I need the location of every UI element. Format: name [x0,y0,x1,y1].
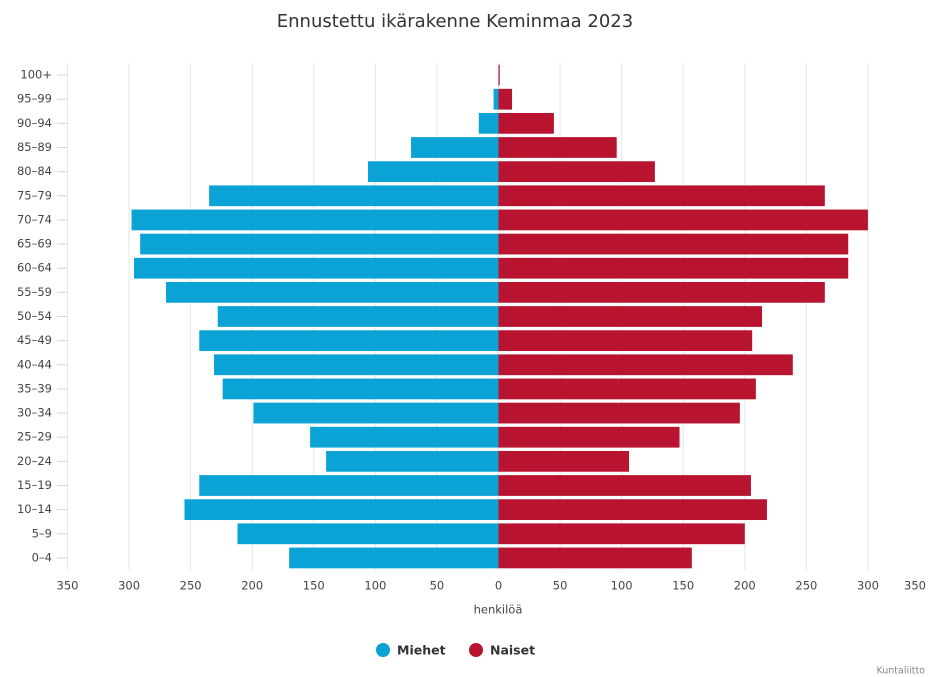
y-tick-label: 55–59 [17,285,52,299]
bar [326,450,499,472]
bar [209,185,499,207]
bar [498,209,868,231]
bar [289,547,499,569]
bar [131,209,499,231]
y-tick-label: 15–19 [17,478,52,492]
bar [498,354,793,376]
y-tick-label: 35–39 [17,381,52,395]
x-tick-label: 50 [430,579,445,593]
x-tick-label: 50 [553,579,568,593]
x-tick-label: 150 [672,579,694,593]
bar [493,88,499,110]
bar [498,426,680,448]
bar [367,161,499,183]
y-tick-label: 85–89 [17,140,52,154]
bar [498,257,849,279]
x-axis-title: henkilöä [474,603,523,617]
x-tick-label: 200 [241,579,263,593]
bar [498,330,753,352]
bar [478,112,499,134]
bar [498,185,825,207]
bar [498,137,617,158]
y-tick-label: 60–64 [17,261,52,275]
x-tick-label: 100 [364,579,386,593]
x-tick-label: 100 [611,579,633,593]
y-tick-label: 70–74 [17,212,52,226]
bar [498,450,630,472]
y-tick-label: 5–9 [32,526,52,540]
bar [498,475,751,496]
x-tick-label: 250 [795,579,817,593]
x-tick-label: 350 [904,579,926,593]
bar [498,161,655,183]
bar [498,306,763,327]
bar [253,402,499,424]
legend-marker [376,643,390,657]
x-tick-label: 150 [303,579,325,593]
y-tick-label: 20–24 [17,454,52,468]
bar [237,523,499,545]
y-tick-label: 40–44 [17,357,52,371]
bar [498,402,740,424]
bar [166,281,499,303]
bar [310,426,499,448]
x-tick-label: 300 [118,579,140,593]
y-tick-label: 80–84 [17,164,52,178]
x-tick-label: 200 [734,579,756,593]
chart-title: Ennustettu ikärakenne Keminmaa 2023 [277,11,633,32]
legend-marker [469,643,483,657]
x-tick-label: 300 [857,579,879,593]
y-tick-label: 45–49 [17,333,52,347]
y-tick-label: 50–54 [17,309,52,323]
legend-label: Naiset [490,643,535,658]
bar [133,257,499,279]
y-tick-label: 25–29 [17,430,52,444]
bar [498,88,513,110]
bar [498,547,692,569]
y-tick-label: 90–94 [17,116,52,130]
y-tick-label: 10–14 [17,502,52,516]
bar [199,475,499,496]
y-tick-label: 30–34 [17,406,52,420]
bar [140,233,499,255]
bar [498,281,825,303]
bar [498,499,767,521]
bar [498,64,500,86]
bar [217,306,499,327]
y-tick-label: 65–69 [17,237,52,251]
y-tick-label: 0–4 [32,550,52,564]
bar [498,378,756,400]
credit: Kuntaliitto [876,666,925,677]
y-tick-label: 100+ [20,68,52,82]
x-tick-label: 0 [495,579,502,593]
x-tick-label: 350 [57,579,79,593]
bar [184,499,499,521]
y-tick-label: 95–99 [17,92,52,106]
bar [411,137,499,158]
bar [498,112,554,134]
bar [199,330,499,352]
x-tick-label: 250 [180,579,202,593]
bar [498,233,849,255]
legend-label: Miehet [397,643,446,658]
bar [498,523,745,545]
bar [222,378,499,400]
bar [214,354,499,376]
y-tick-label: 75–79 [17,188,52,202]
